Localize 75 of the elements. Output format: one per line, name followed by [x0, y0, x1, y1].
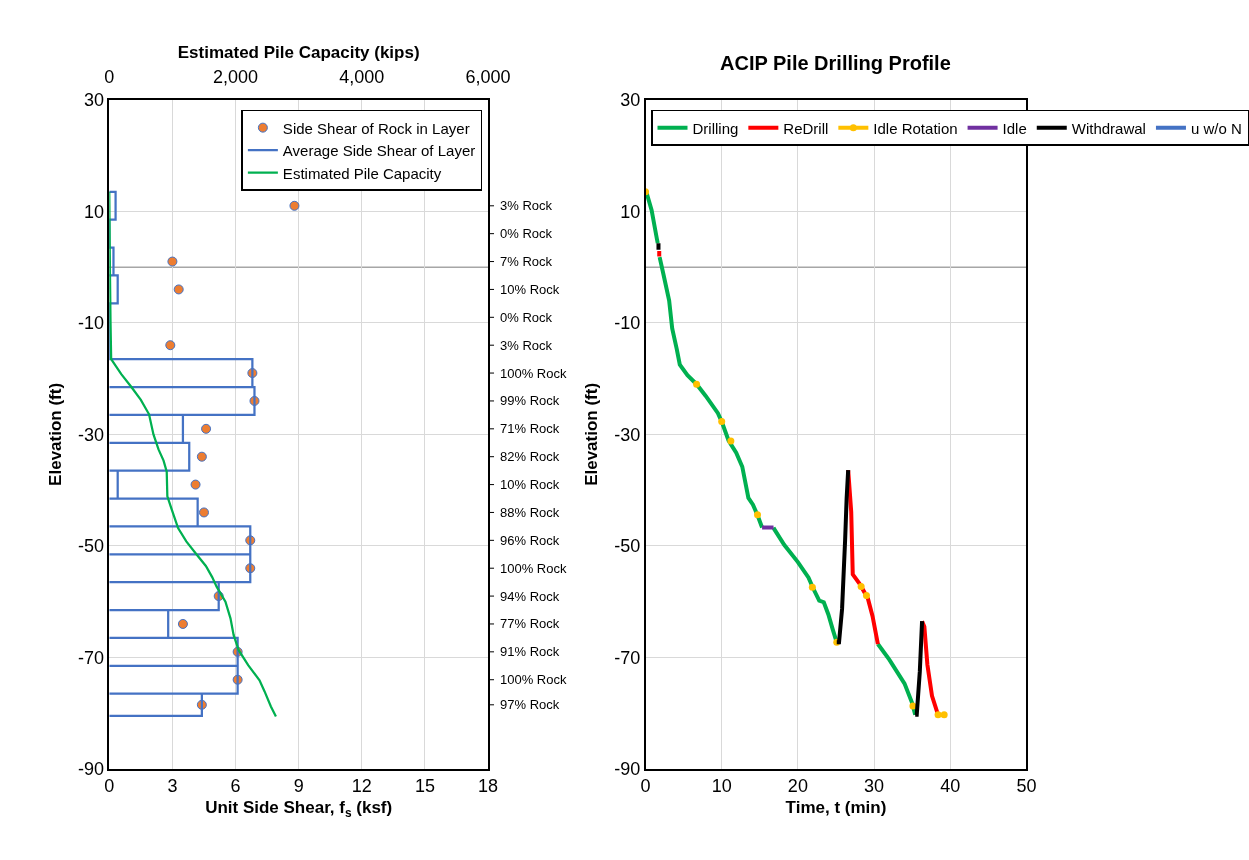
point: [201, 423, 212, 434]
text: 100% Rock: [500, 366, 567, 381]
x-axis-title: Time, t (min): [785, 798, 887, 818]
y-tick-label: -90: [77, 759, 104, 780]
y-tick-label: -50: [614, 536, 641, 557]
x-tick-label: 6: [230, 776, 241, 797]
y-tick-label: -10: [77, 313, 104, 334]
y-tick-label: -50: [77, 536, 104, 557]
text: 0% Rock: [500, 226, 553, 241]
x2-tick-label: 0: [104, 67, 115, 88]
x-tick-label: 15: [414, 776, 435, 797]
y-tick-label: -30: [614, 424, 641, 445]
text: 0% Rock: [500, 310, 553, 325]
text: 100% Rock: [500, 561, 567, 576]
text: 3% Rock: [500, 198, 553, 213]
text: 3% Rock: [500, 338, 553, 353]
x-tick-label: 9: [293, 776, 304, 797]
x-tick-label: 30: [864, 776, 885, 797]
text: 97% Rock: [500, 697, 560, 712]
x-tick-label: 10: [711, 776, 732, 797]
x2-axis-title: Estimated Pile Capacity (kips): [177, 42, 420, 62]
text: 99% Rock: [500, 393, 560, 408]
x-tick-label: 3: [167, 776, 178, 797]
legend-label: Estimated Pile Capacity: [282, 164, 442, 182]
point: [198, 507, 209, 518]
x-tick-label: 18: [478, 776, 499, 797]
point: [196, 451, 207, 462]
legend-label: Withdrawal: [1071, 119, 1146, 137]
point: [289, 200, 300, 211]
legend-label: Side Shear of Rock in Layer: [282, 119, 470, 137]
x-tick-label: 12: [351, 776, 372, 797]
legend-label: Idle: [1002, 119, 1027, 137]
text: 10% Rock: [500, 477, 560, 492]
x2-tick-label: 2,000: [213, 67, 259, 88]
x-tick-label: 0: [104, 776, 115, 797]
y-tick-label: -70: [614, 647, 641, 668]
y-tick-label: -90: [614, 759, 641, 780]
chart-title: ACIP Pile Drilling Profile: [720, 52, 951, 74]
x-tick-label: 40: [940, 776, 961, 797]
text: 100% Rock: [500, 672, 567, 687]
point: [167, 256, 178, 267]
text: 96% Rock: [500, 533, 560, 548]
y-tick-label: 30: [83, 90, 104, 111]
text: 7% Rock: [500, 254, 553, 269]
x2-tick-label: 4,000: [339, 67, 385, 88]
y-tick-label: -30: [77, 424, 104, 445]
text: 10% Rock: [500, 282, 560, 297]
legend-label: Drilling: [692, 119, 739, 137]
x-tick-label: 0: [640, 776, 651, 797]
y-tick-label: 10: [620, 201, 641, 222]
point: [934, 711, 942, 719]
y-axis-title: Elevation (ft): [45, 382, 65, 486]
point: [173, 284, 184, 295]
x-axis-title: Unit Side Shear, f$_{s}$ (ksf): [205, 798, 393, 820]
text: 91% Rock: [500, 644, 560, 659]
text: 88% Rock: [500, 505, 560, 520]
text: 82% Rock: [500, 449, 560, 464]
legend-label: u w/o N: [1190, 119, 1242, 137]
y-tick-label: -10: [614, 313, 641, 334]
point: [165, 340, 176, 351]
x-tick-label: 50: [1016, 776, 1037, 797]
legend-label: Average Side Shear of Layer: [282, 142, 476, 159]
y-tick-label: 10: [83, 201, 104, 222]
legend-label: ReDrill: [783, 119, 829, 137]
y-tick-label: -70: [77, 647, 104, 668]
point: [177, 618, 188, 629]
x-tick-label: 20: [787, 776, 808, 797]
text: 77% Rock: [500, 616, 560, 631]
legend-label: Idle Rotation: [873, 119, 958, 137]
y-tick-label: 30: [620, 90, 641, 111]
y-axis-title: Elevation (ft): [582, 382, 602, 486]
text: 71% Rock: [500, 421, 560, 436]
x2-tick-label: 6,000: [465, 67, 511, 88]
point: [190, 479, 201, 490]
text: 94% Rock: [500, 589, 560, 604]
